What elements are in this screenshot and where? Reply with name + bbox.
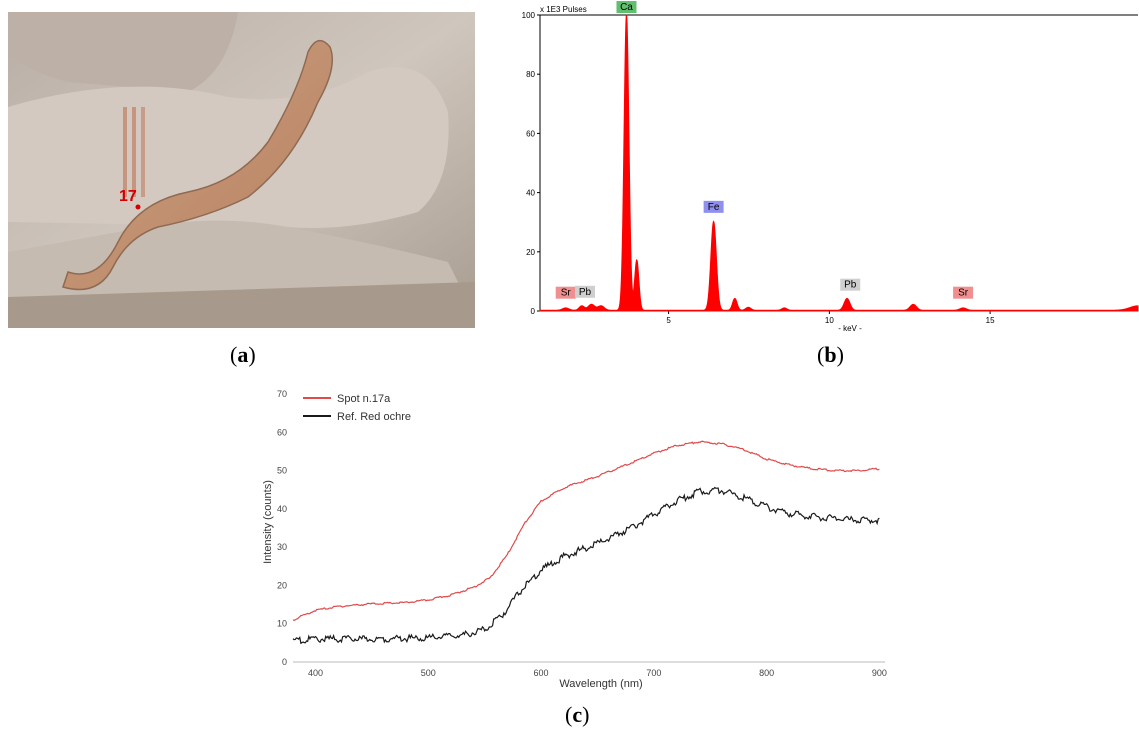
panel-label-b: (b) xyxy=(817,342,844,367)
panel-label-a: (a) xyxy=(230,342,256,367)
refl-y-tick-label: 20 xyxy=(277,580,287,590)
element-tag-label: Sr xyxy=(958,288,969,299)
element-tag-box xyxy=(953,286,974,299)
painted-stripe xyxy=(123,107,127,197)
element-tag-box xyxy=(575,285,596,298)
upper-drapery xyxy=(8,12,238,92)
refl-x-tick-label: 600 xyxy=(534,668,549,678)
refl-x-tick-label: 500 xyxy=(421,668,436,678)
panel-label-c: (c) xyxy=(565,702,590,727)
snake-relief xyxy=(62,39,333,291)
relief-photograph: 17 xyxy=(8,12,475,328)
legend-label-ref: Ref. Red ochre xyxy=(337,411,411,423)
element-tag-label: Sr xyxy=(561,288,572,299)
xrf-y-tick-label: 0 xyxy=(531,307,536,316)
xrf-axes: 0 20 40 60 80 100 5 10 15 xyxy=(522,11,1138,325)
element-tag-box xyxy=(703,200,724,213)
relief-photo-illustration: 17 xyxy=(8,12,475,328)
xrf-x-tick-label: 5 xyxy=(666,316,671,325)
painted-stripe xyxy=(141,107,145,197)
xrf-y-tick-label: 60 xyxy=(526,129,535,138)
refl-y-tick-label: 70 xyxy=(277,389,287,399)
element-tag-box xyxy=(616,1,637,14)
element-tag-box xyxy=(555,286,576,299)
reflectance-chart: 0 10 20 30 40 50 60 70 400 500 600 700 800 900 Spot n… xyxy=(255,378,895,696)
xrf-spectrum-area xyxy=(539,14,1139,312)
xrf-y-tick-label: 100 xyxy=(522,11,536,20)
refl-series xyxy=(292,440,880,645)
refl-legend: Spot n.17a Ref. Red ochre xyxy=(303,393,411,423)
xrf-y-tick-label: 80 xyxy=(526,70,535,79)
xrf-chart-svg: 0 20 40 60 80 100 5 10 15 Ca Fe Sr Pb Pb Sr x 1E3 Pul… xyxy=(522,1,1139,333)
xrf-y-tick-label: 40 xyxy=(526,189,535,198)
refl-y-tick-label: 60 xyxy=(277,427,287,437)
element-tag-label: Ca xyxy=(620,2,633,13)
element-tag-box xyxy=(840,278,861,291)
refl-x-tick-label: 700 xyxy=(646,668,661,678)
animal-body xyxy=(8,67,449,228)
xrf-x-tick-label: 10 xyxy=(825,316,834,325)
refl-x-axis-label: Wavelength (nm) xyxy=(559,678,642,690)
element-tag-label: Pb xyxy=(844,280,857,291)
element-tag-label: Fe xyxy=(708,202,720,213)
reflectance-chart-svg: 0 10 20 30 40 50 60 70 400 500 600 700 800 900 Spot n… xyxy=(262,389,887,690)
refl-x-tick-label: 400 xyxy=(308,668,323,678)
xrf-element-tags: Ca Fe Sr Pb Pb Sr xyxy=(555,1,974,299)
xrf-y-unit-label: x 1E3 Pulses xyxy=(540,5,587,14)
legend-label-spot: Spot n.17a xyxy=(337,393,391,405)
refl-y-tick-label: 30 xyxy=(277,542,287,552)
base-ledge xyxy=(8,282,475,328)
refl-y-tick-label: 0 xyxy=(282,657,287,667)
xrf-x-axis-label: - keV - xyxy=(838,324,862,333)
painted-stripe xyxy=(132,107,136,197)
xrf-x-tick-label: 15 xyxy=(986,316,995,325)
xrf-spectrum-chart: 0 20 40 60 80 100 5 10 15 Ca Fe Sr Pb Pb Sr x 1E3 Pul… xyxy=(505,0,1139,340)
refl-axes: 0 10 20 30 40 50 60 70 400 500 600 700 800 900 xyxy=(277,389,887,678)
refl-y-tick-label: 10 xyxy=(277,619,287,629)
element-tag-label: Pb xyxy=(579,287,592,298)
ref-series-line xyxy=(292,486,880,645)
refl-y-axis-label: Intensity (counts) xyxy=(262,480,274,564)
refl-y-tick-label: 40 xyxy=(277,504,287,514)
refl-x-tick-label: 900 xyxy=(872,668,887,678)
xrf-y-tick-label: 20 xyxy=(526,248,535,257)
spot-series-line xyxy=(292,440,880,621)
spot-label: 17 xyxy=(119,188,137,205)
refl-y-tick-label: 50 xyxy=(277,466,287,476)
refl-x-tick-label: 800 xyxy=(759,668,774,678)
spot-marker xyxy=(135,204,141,210)
